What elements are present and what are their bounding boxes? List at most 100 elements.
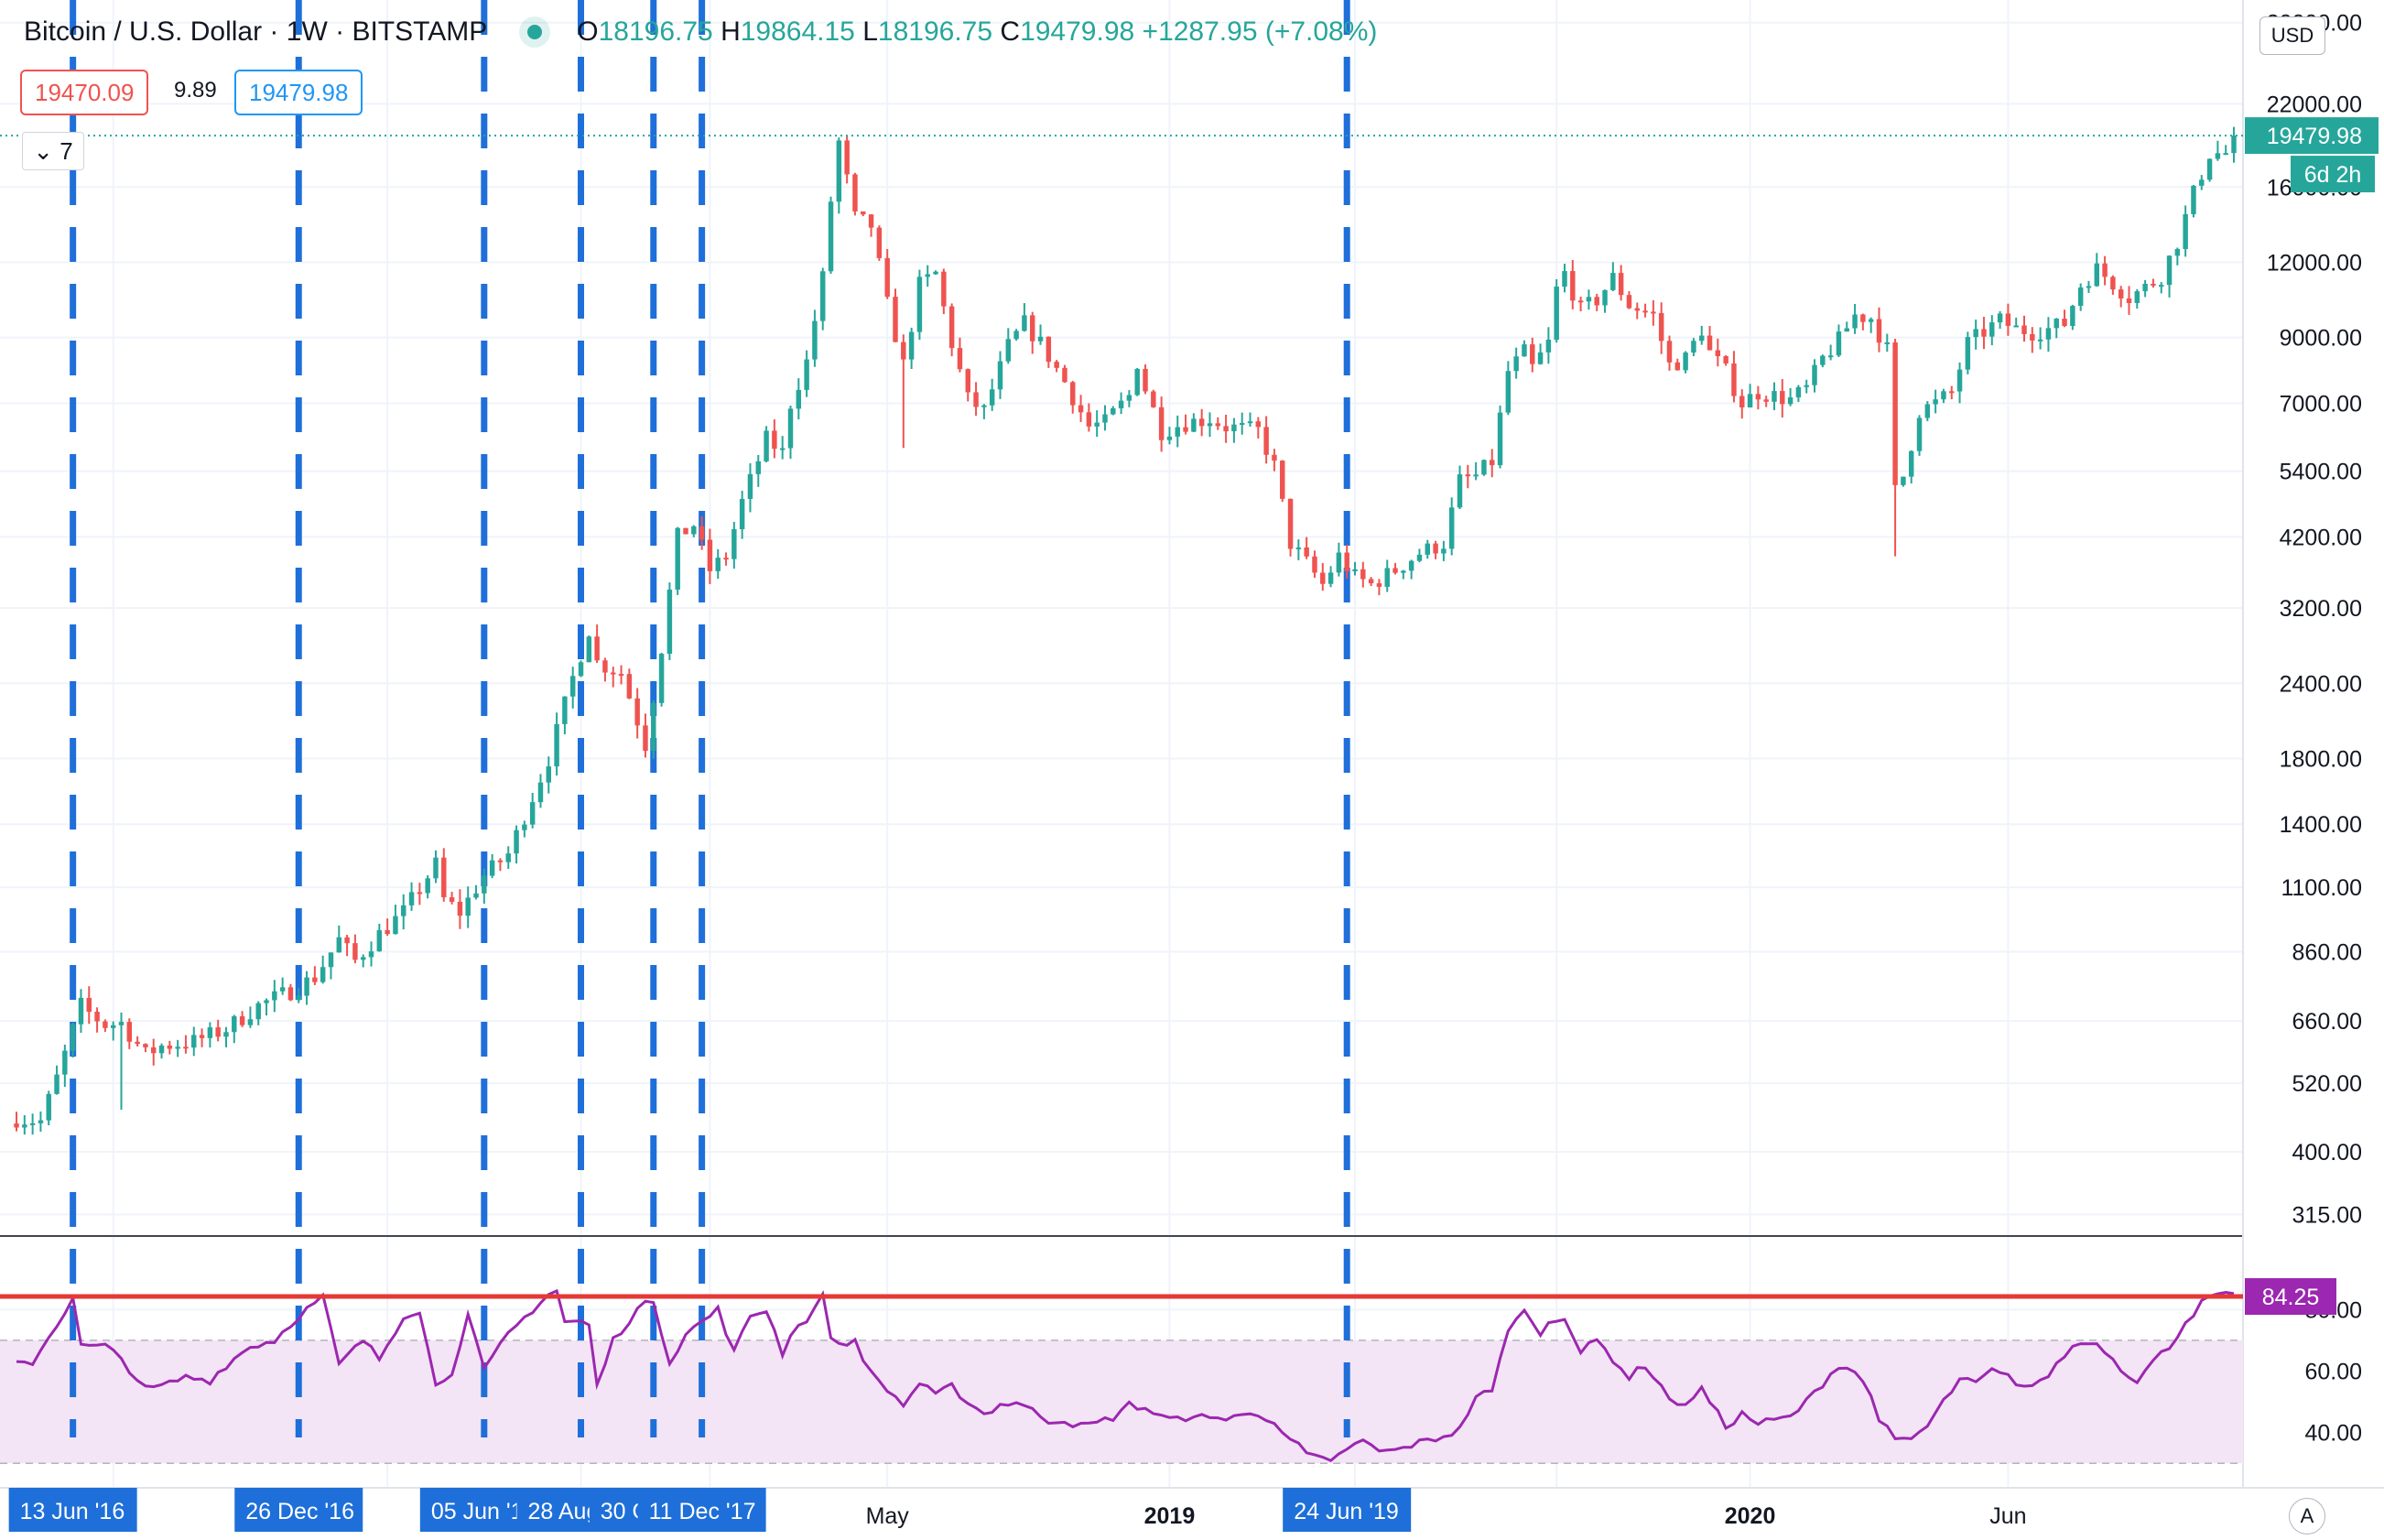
candle [1626, 291, 1632, 309]
candle [569, 667, 576, 709]
candle [819, 267, 826, 331]
candle [1562, 264, 1567, 293]
candle [908, 327, 915, 369]
candle-body [1102, 414, 1108, 423]
currency-button[interactable]: USD [2259, 16, 2325, 55]
candle [925, 265, 930, 287]
candle-body [861, 211, 866, 215]
candle-body [796, 389, 802, 409]
candle [304, 971, 309, 1005]
candle-body [1827, 355, 1834, 358]
candle-body [336, 937, 342, 953]
buy-price-button[interactable]: 19479.98 [234, 70, 363, 115]
candle-body [473, 893, 479, 898]
candle [1965, 331, 1971, 374]
candle-body [884, 257, 890, 298]
candle [1537, 343, 1544, 365]
candle-body [1755, 394, 1761, 400]
candle [1336, 542, 1342, 577]
candle [239, 1011, 245, 1027]
candle-body [1892, 342, 1898, 485]
candle-body [296, 995, 301, 1001]
candle-body [2053, 319, 2059, 329]
candle [554, 712, 559, 775]
candle-body [1916, 418, 1923, 451]
candle-body [264, 1000, 269, 1003]
time-tick-label: May [866, 1503, 910, 1529]
candle [852, 172, 858, 216]
candle-body [2070, 306, 2075, 326]
candle [232, 1014, 237, 1044]
candle-body [1965, 337, 1971, 370]
candle [1022, 303, 1027, 332]
candle-body [1739, 396, 1745, 407]
candle-body [465, 897, 471, 916]
auto-scale-button[interactable]: A [2289, 1498, 2325, 1535]
price-tick-label: 860.00 [2292, 939, 2362, 965]
candle [1376, 579, 1382, 596]
candle [2053, 318, 2059, 339]
event-date-label-bg [234, 1488, 363, 1532]
indicator-toggle-button[interactable]: ⌄ 7 [22, 132, 84, 170]
price-tick-label: 660.00 [2292, 1009, 2362, 1035]
candle [2045, 317, 2052, 352]
candle [529, 792, 536, 829]
candle-body [836, 140, 842, 202]
candle [586, 635, 592, 663]
candle-body [812, 320, 818, 360]
candle [368, 941, 374, 967]
candle-body [1989, 322, 1995, 337]
candle [772, 419, 777, 459]
candle [2110, 275, 2116, 295]
candle-body [2037, 339, 2043, 342]
candle [723, 552, 729, 566]
candle [2199, 175, 2205, 190]
candle [965, 368, 970, 402]
price-tick-label: 315.00 [2292, 1202, 2362, 1228]
candle-body [247, 1019, 254, 1025]
candle [126, 1018, 133, 1049]
candle-body [602, 660, 608, 673]
indicator-count: 7 [60, 137, 73, 165]
candle-body [223, 1032, 229, 1037]
candle-body [1223, 426, 1229, 432]
candle [1304, 537, 1309, 559]
candle-body [1183, 427, 1188, 432]
candle-body [1973, 329, 1978, 338]
candle [1215, 417, 1221, 430]
candle-body [876, 227, 883, 258]
candle [360, 954, 366, 968]
candle-body [634, 698, 640, 726]
price-tick-label: 7000.00 [2280, 391, 2362, 417]
candle-body [1175, 427, 1180, 437]
candle [1408, 559, 1414, 580]
candle-body [449, 897, 455, 902]
price-tick-label: 3200.00 [2280, 596, 2362, 622]
candle [2094, 253, 2100, 287]
candle-body [787, 408, 794, 449]
candle [683, 527, 688, 535]
candle [385, 918, 390, 937]
candle-body [1416, 554, 1423, 561]
candle [1441, 540, 1447, 561]
candle-body [1933, 399, 1938, 405]
candle-body [385, 929, 390, 935]
candle [1933, 389, 1938, 414]
candle [1989, 315, 1995, 346]
candle [836, 137, 842, 214]
candle [473, 884, 479, 900]
symbol-title[interactable]: Bitcoin / U.S. Dollar · 1W · BITSTAMP [24, 16, 488, 47]
candle-body [2215, 153, 2221, 159]
candle [1416, 548, 1423, 563]
candle-body [215, 1027, 221, 1037]
candle [1401, 569, 1406, 580]
candle-body [908, 331, 915, 360]
price-tick-label: 400.00 [2292, 1140, 2362, 1166]
candle [1795, 385, 1802, 403]
candle-body [482, 875, 487, 894]
candle-body [1295, 547, 1302, 549]
candle-body [279, 987, 286, 992]
candle [1820, 354, 1826, 368]
sell-price-button[interactable]: 19470.09 [20, 70, 149, 115]
